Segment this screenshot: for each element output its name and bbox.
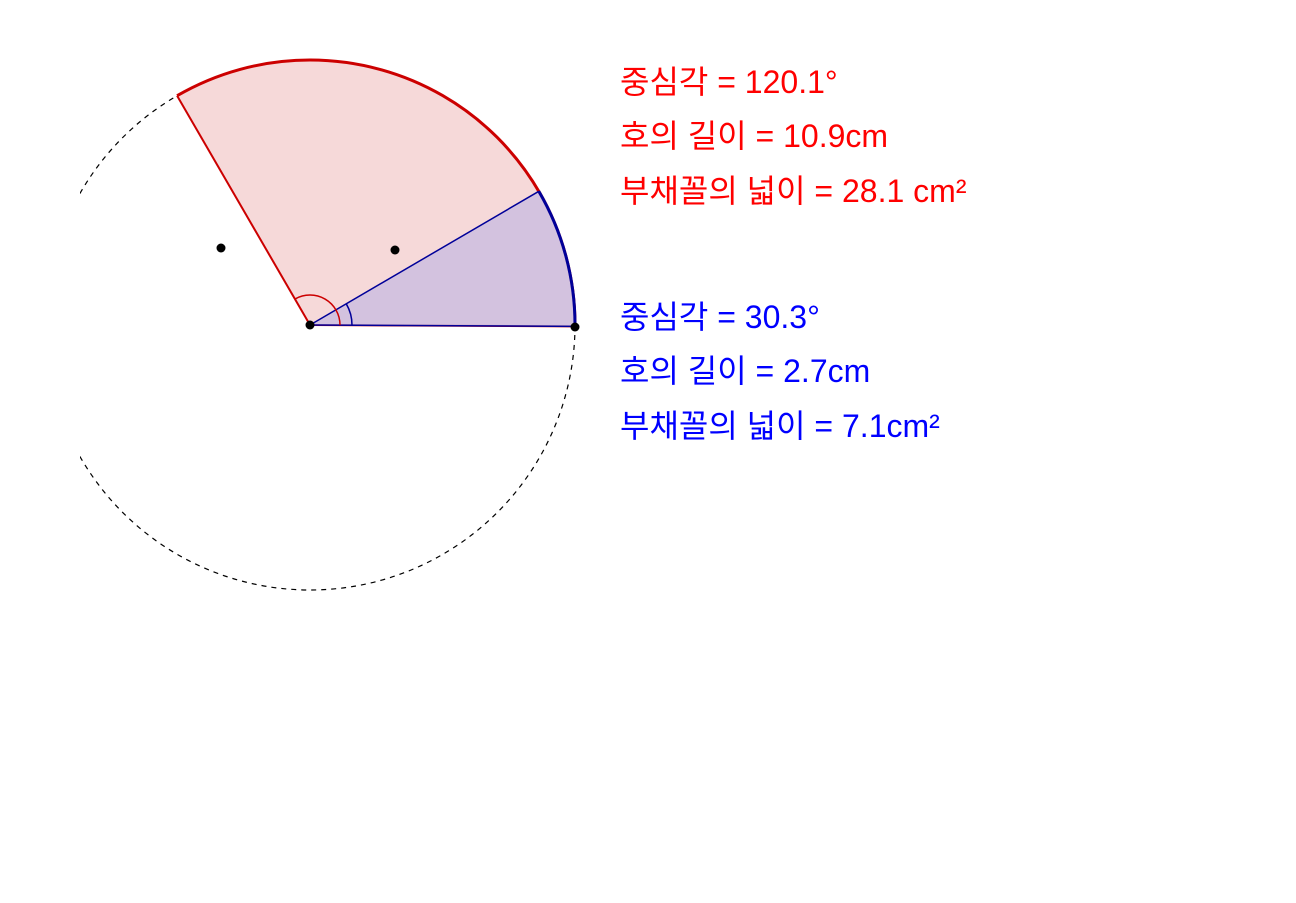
diagram-svg xyxy=(80,30,640,610)
value: 28.1 cm² xyxy=(842,173,966,209)
blue-arc-length: 호의 길이 = 2.7cm xyxy=(620,344,940,398)
red-sector-labels: 중심각 = 120.1° 호의 길이 = 10.9cm 부채꼴의 넓이 = 28… xyxy=(620,55,966,218)
label: 중심각 xyxy=(620,64,708,100)
value: 120.1° xyxy=(745,64,838,100)
value: 2.7cm xyxy=(783,353,870,389)
label: 부채꼴의 넓이 xyxy=(620,408,806,444)
blue-sector-labels: 중심각 = 30.3° 호의 길이 = 2.7cm 부채꼴의 넓이 = 7.1c… xyxy=(620,290,940,453)
eq: = xyxy=(756,353,784,389)
value: 10.9cm xyxy=(783,118,888,154)
eq: = xyxy=(717,299,745,335)
eq: = xyxy=(814,408,842,444)
eq: = xyxy=(717,64,745,100)
label: 부채꼴의 넓이 xyxy=(620,173,806,209)
value: 30.3° xyxy=(745,299,820,335)
value: 7.1cm² xyxy=(842,408,940,444)
blue-sector-area: 부채꼴의 넓이 = 7.1cm² xyxy=(620,399,940,453)
blue-central-angle: 중심각 = 30.3° xyxy=(620,290,940,344)
red-central-angle: 중심각 = 120.1° xyxy=(620,55,966,109)
red-arc-length: 호의 길이 = 10.9cm xyxy=(620,109,966,163)
eq: = xyxy=(756,118,784,154)
label: 중심각 xyxy=(620,299,708,335)
label: 호의 길이 xyxy=(620,353,747,389)
label: 호의 길이 xyxy=(620,118,747,154)
sector-diagram xyxy=(80,30,640,615)
eq: = xyxy=(814,173,842,209)
red-sector-area: 부채꼴의 넓이 = 28.1 cm² xyxy=(620,164,966,218)
